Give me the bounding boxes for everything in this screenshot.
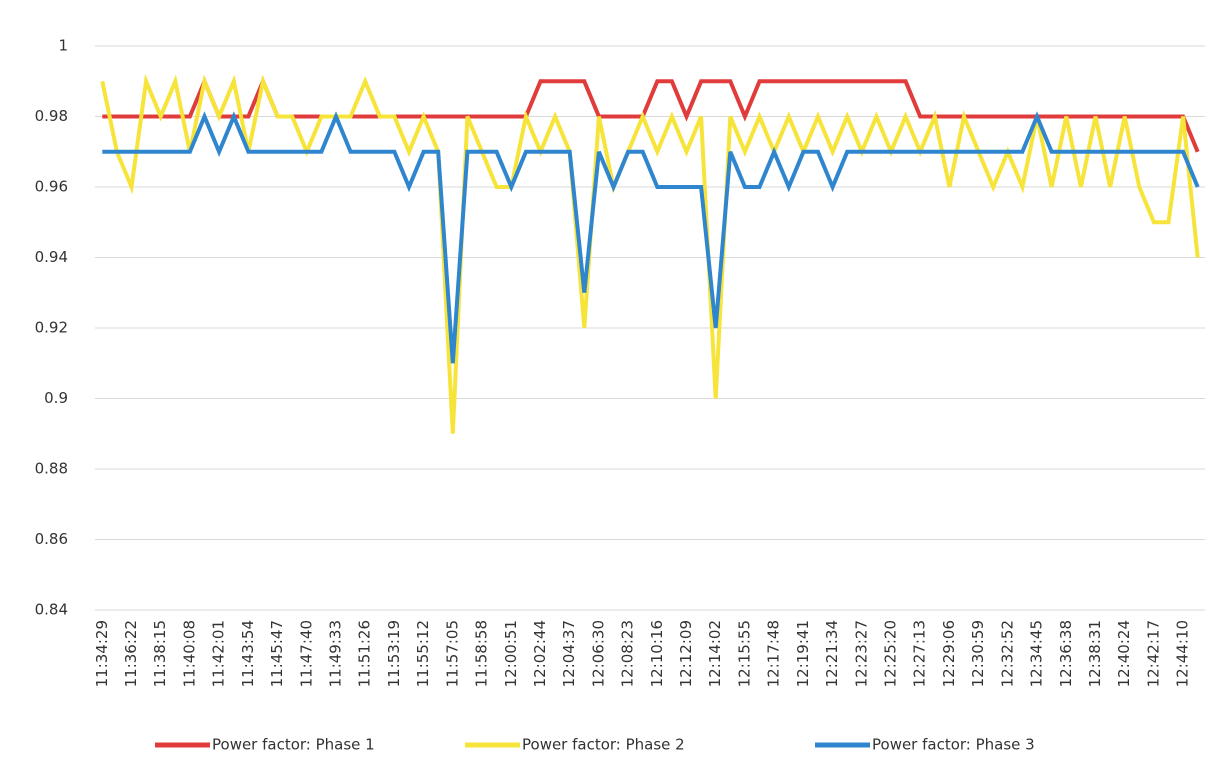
y-tick-label: 0.84 [35, 601, 68, 619]
x-tick-label: 11:58:58 [473, 620, 491, 687]
x-tick-label: 12:40:24 [1115, 620, 1133, 687]
x-tick-label: 12:34:45 [1028, 620, 1046, 687]
x-tick-label: 12:21:34 [823, 620, 841, 687]
x-tick-label: 12:30:59 [969, 620, 987, 687]
x-tick-label: 12:02:44 [531, 620, 549, 687]
x-tick-label: 11:34:29 [93, 620, 111, 687]
y-tick-label: 0.96 [35, 178, 68, 196]
y-tick-label: 0.88 [35, 460, 68, 478]
x-tick-label: 12:38:31 [1086, 620, 1104, 687]
x-tick-label: 11:51:26 [356, 620, 374, 687]
series-line [102, 111, 1200, 364]
y-tick-label: 0.86 [35, 530, 68, 548]
x-tick-label: 12:14:02 [706, 620, 724, 687]
x-tick-label: 12:04:37 [560, 620, 578, 687]
x-tick-label: 12:15:55 [735, 620, 753, 687]
x-tick-label: 11:36:22 [122, 620, 140, 687]
legend-label: Power factor: Phase 1 [212, 736, 375, 754]
x-tick-label: 12:19:41 [794, 620, 812, 687]
x-tick-label: 12:17:48 [765, 620, 783, 687]
legend-label: Power factor: Phase 2 [522, 736, 685, 754]
x-tick-label: 12:10:16 [648, 620, 666, 687]
x-tick-label: 11:45:47 [268, 620, 286, 687]
legend-label: Power factor: Phase 3 [872, 736, 1035, 754]
y-tick-label: 0.9 [44, 389, 68, 407]
x-tick-label: 11:40:08 [180, 620, 198, 687]
x-tick-label: 12:23:27 [852, 620, 870, 687]
x-tick-label: 11:57:05 [443, 620, 461, 687]
x-tick-label: 12:32:52 [998, 620, 1016, 687]
x-tick-label: 11:43:54 [239, 620, 257, 687]
series-line [100, 73, 1200, 434]
x-tick-label: 11:42:01 [210, 620, 228, 687]
x-tick-label: 12:08:23 [619, 620, 637, 687]
x-tick-label: 11:47:40 [297, 620, 315, 687]
x-tick-label: 12:44:10 [1174, 620, 1192, 687]
x-tick-label: 12:29:06 [940, 620, 958, 687]
x-tick-label: 11:49:33 [326, 620, 344, 687]
x-tick-label: 12:00:51 [502, 620, 520, 687]
x-tick-label: 12:36:38 [1057, 620, 1075, 687]
y-tick-label: 0.92 [35, 319, 68, 337]
y-tick-label: 1 [58, 37, 68, 55]
x-tick-label: 12:12:09 [677, 620, 695, 687]
x-tick-label: 12:27:13 [911, 620, 929, 687]
x-tick-label: 11:55:12 [414, 620, 432, 687]
x-tick-label: 11:38:15 [151, 620, 169, 687]
x-tick-label: 11:53:19 [385, 620, 403, 687]
y-tick-label: 0.98 [35, 107, 68, 125]
x-tick-label: 12:25:20 [881, 620, 899, 687]
x-tick-label: 12:06:30 [589, 620, 607, 687]
x-tick-label: 12:42:17 [1144, 620, 1162, 687]
y-tick-label: 0.94 [35, 248, 68, 266]
